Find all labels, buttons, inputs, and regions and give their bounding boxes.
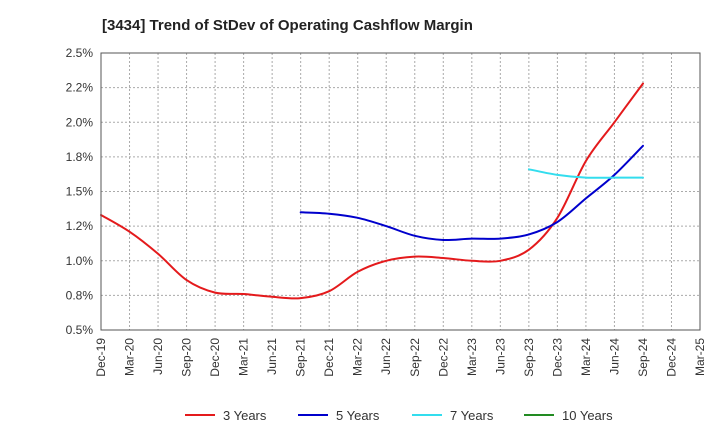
x-tick-label: Dec-23 xyxy=(550,338,564,377)
x-axis-ticks: Dec-19 Mar-20 Jun-20 Sep-20 Dec-20 Mar-21 Jun-… xyxy=(94,338,707,377)
grid xyxy=(100,52,701,331)
y-tick-label: 2.5% xyxy=(66,46,94,60)
y-tick-label: 2.2% xyxy=(66,81,94,95)
x-tick-label: Mar-22 xyxy=(351,338,365,376)
x-tick-label: Mar-20 xyxy=(123,338,137,376)
x-tick-label: Sep-23 xyxy=(522,338,536,377)
series-line-1 xyxy=(299,144,644,242)
legend: 3 Years 5 Years 7 Years 10 Years xyxy=(185,408,613,423)
y-tick-label: 0.8% xyxy=(66,288,94,302)
x-tick-label: Dec-19 xyxy=(94,338,108,377)
y-tick-label: 1.8% xyxy=(66,150,94,164)
x-tick-label: Dec-24 xyxy=(664,338,678,377)
series-lines xyxy=(100,82,644,300)
y-tick-label: 0.5% xyxy=(66,323,94,337)
x-tick-label: Sep-24 xyxy=(636,338,650,377)
x-tick-label: Jun-24 xyxy=(607,338,621,375)
x-tick-label: Mar-24 xyxy=(579,338,593,376)
x-tick-label: Dec-22 xyxy=(436,338,450,377)
x-tick-label: Dec-21 xyxy=(322,338,336,377)
x-tick-label: Sep-22 xyxy=(408,338,422,377)
legend-label: 3 Years xyxy=(223,408,267,423)
x-tick-label: Jun-21 xyxy=(265,338,279,375)
x-tick-label: Sep-21 xyxy=(294,338,308,377)
y-tick-label: 1.0% xyxy=(66,254,94,268)
x-tick-label: Jun-23 xyxy=(493,338,507,375)
x-tick-label: Dec-20 xyxy=(208,338,222,377)
x-tick-label: Sep-20 xyxy=(180,338,194,377)
chart-title: [3434] Trend of StDev of Operating Cashf… xyxy=(102,17,473,34)
legend-label: 5 Years xyxy=(336,408,380,423)
series-line-2 xyxy=(527,168,644,179)
plot-frame xyxy=(100,52,701,331)
legend-label: 7 Years xyxy=(450,408,494,423)
x-tick-label: Mar-23 xyxy=(465,338,479,376)
y-tick-label: 2.0% xyxy=(66,115,94,129)
y-axis-ticks: 0.5% 0.8% 1.0% 1.2% 1.5% 1.8% 2.0% 2.2% 2.5% xyxy=(66,46,94,337)
series-line-0 xyxy=(100,82,644,300)
legend-label: 10 Years xyxy=(562,408,613,423)
x-tick-label: Mar-21 xyxy=(237,338,251,376)
y-tick-label: 1.2% xyxy=(66,219,94,233)
x-tick-label: Mar-25 xyxy=(693,338,707,376)
x-tick-label: Jun-20 xyxy=(151,338,165,375)
x-tick-label: Jun-22 xyxy=(379,338,393,375)
y-tick-label: 1.5% xyxy=(66,185,94,199)
